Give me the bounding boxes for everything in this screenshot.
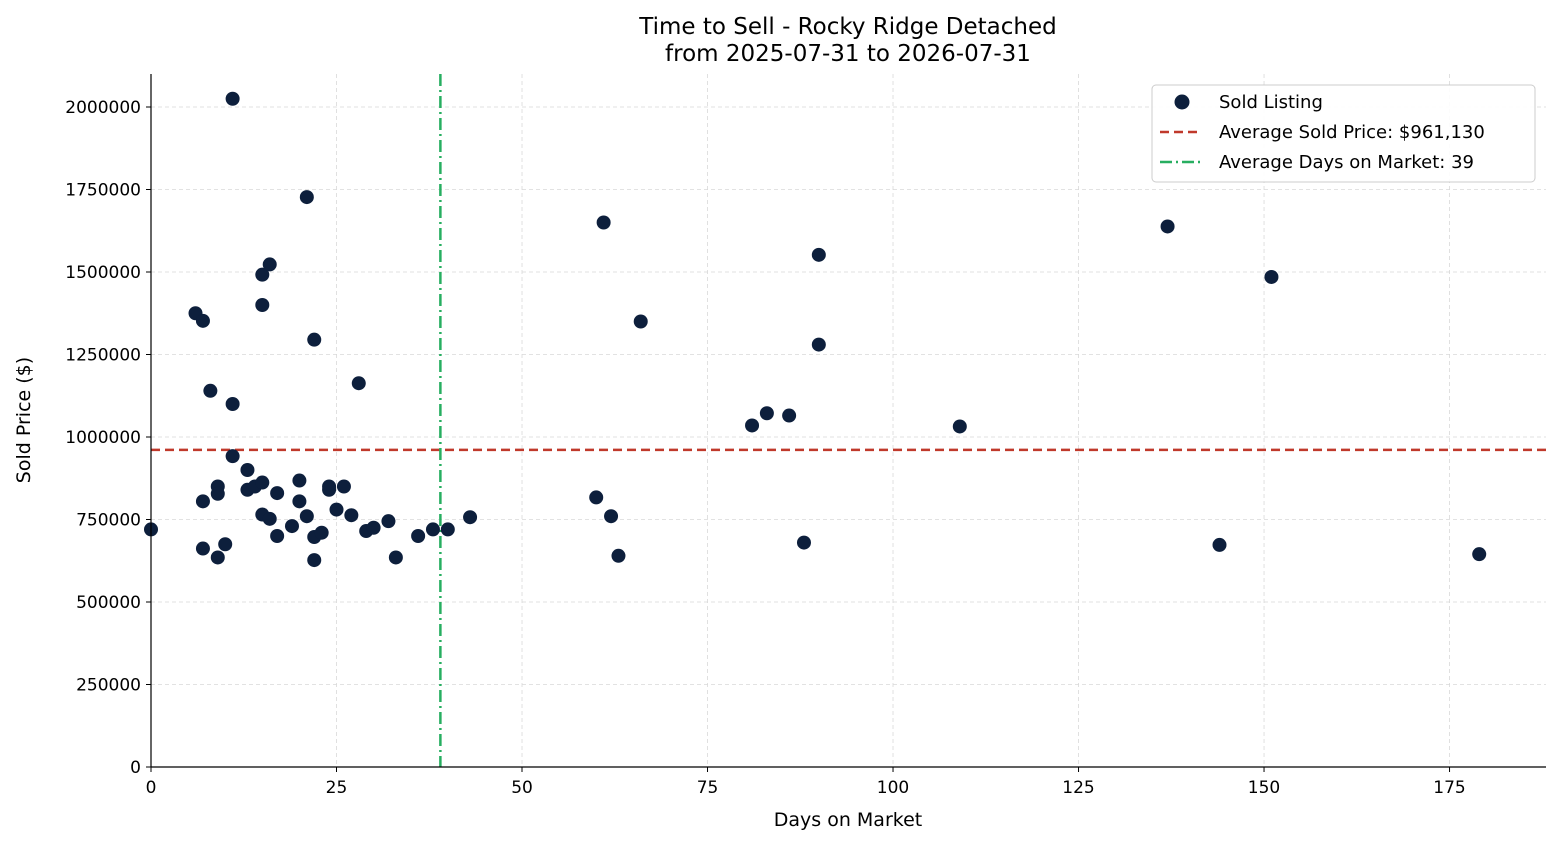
data-point [299, 190, 314, 205]
data-point [1160, 219, 1175, 234]
data-point [225, 91, 240, 106]
data-point [195, 541, 210, 556]
data-point [411, 529, 426, 543]
data-point [299, 509, 314, 524]
data-point [322, 482, 337, 497]
x-tick-label: 175 [1433, 778, 1465, 798]
x-tick-label: 125 [1062, 778, 1094, 798]
data-point [1472, 547, 1487, 562]
data-point [203, 383, 218, 398]
data-point [270, 486, 285, 501]
data-point [255, 267, 270, 282]
y-axis-label: Sold Price ($) [13, 357, 35, 483]
data-point [307, 332, 322, 347]
data-point [351, 376, 366, 391]
data-point [633, 314, 648, 329]
data-point [381, 514, 396, 529]
legend-box [1151, 84, 1536, 183]
data-point [604, 509, 619, 524]
data-point [611, 548, 626, 563]
data-point [425, 522, 440, 537]
y-tick-label: 1750000 [65, 181, 141, 201]
data-point [225, 449, 240, 464]
data-point [307, 553, 322, 568]
data-point [366, 520, 381, 535]
data-point [314, 525, 329, 540]
x-tick-label: 100 [877, 778, 909, 798]
data-point [811, 247, 826, 262]
data-point [336, 479, 351, 494]
data-point [262, 257, 277, 272]
legend-marker-sold-listing [1174, 94, 1190, 110]
y-tick-label: 1250000 [65, 346, 141, 366]
data-point [225, 397, 240, 411]
data-point [292, 494, 307, 509]
data-point [440, 522, 455, 537]
legend-label-avg-days: Average Days on Market: 39 [1219, 152, 1474, 173]
data-point [952, 419, 967, 434]
data-point [1264, 269, 1279, 284]
data-point [1212, 537, 1227, 552]
data-point [388, 550, 403, 565]
chart-subtitle: from 2025-07-31 to 2026-07-31 [665, 41, 1031, 67]
data-point [262, 511, 277, 526]
x-tick-label: 50 [511, 778, 533, 798]
data-point [195, 494, 210, 509]
data-point [745, 418, 760, 433]
data-point [240, 463, 255, 477]
data-point [796, 535, 811, 550]
reference-lines [151, 74, 1546, 767]
data-point [329, 502, 344, 517]
y-tick-label: 750000 [76, 511, 141, 531]
data-point [589, 490, 604, 505]
data-point [270, 529, 285, 543]
data-point [344, 508, 359, 523]
data-point [255, 475, 270, 490]
data-point [292, 473, 307, 488]
data-point [811, 337, 826, 352]
data-point [195, 313, 210, 328]
y-tick-label: 1500000 [65, 263, 141, 283]
data-point [210, 550, 225, 565]
data-point [218, 537, 233, 552]
legend-label-sold-listing: Sold Listing [1219, 92, 1323, 113]
y-tick-label: 0 [130, 758, 141, 778]
chart-title: Time to Sell - Rocky Ridge Detached [638, 14, 1057, 40]
y-tick-label: 1000000 [65, 428, 141, 448]
data-point [782, 408, 797, 423]
x-tick-label: 25 [326, 778, 348, 798]
y-axis-ticks: 0 250000 500000 750000 1000000 1250000 1500000… [65, 98, 151, 778]
legend: Sold Listing Average Sold Price: $961,13… [1151, 84, 1536, 183]
data-point [463, 510, 478, 525]
y-tick-label: 250000 [76, 676, 141, 696]
x-axis-label: Days on Market [774, 809, 922, 831]
y-tick-label: 2000000 [65, 98, 141, 118]
data-points [144, 91, 1487, 568]
y-tick-label: 500000 [76, 593, 141, 613]
data-point [596, 215, 611, 230]
x-tick-label: 0 [146, 778, 157, 798]
legend-label-avg-price: Average Sold Price: $961,130 [1219, 122, 1485, 143]
data-point [284, 519, 299, 534]
data-point [255, 298, 270, 312]
x-axis-ticks: 0 25 50 75 100 125 150 175 [146, 767, 1466, 798]
data-point [759, 406, 774, 421]
data-point [210, 486, 225, 501]
x-tick-label: 150 [1248, 778, 1280, 798]
x-tick-label: 75 [697, 778, 719, 798]
